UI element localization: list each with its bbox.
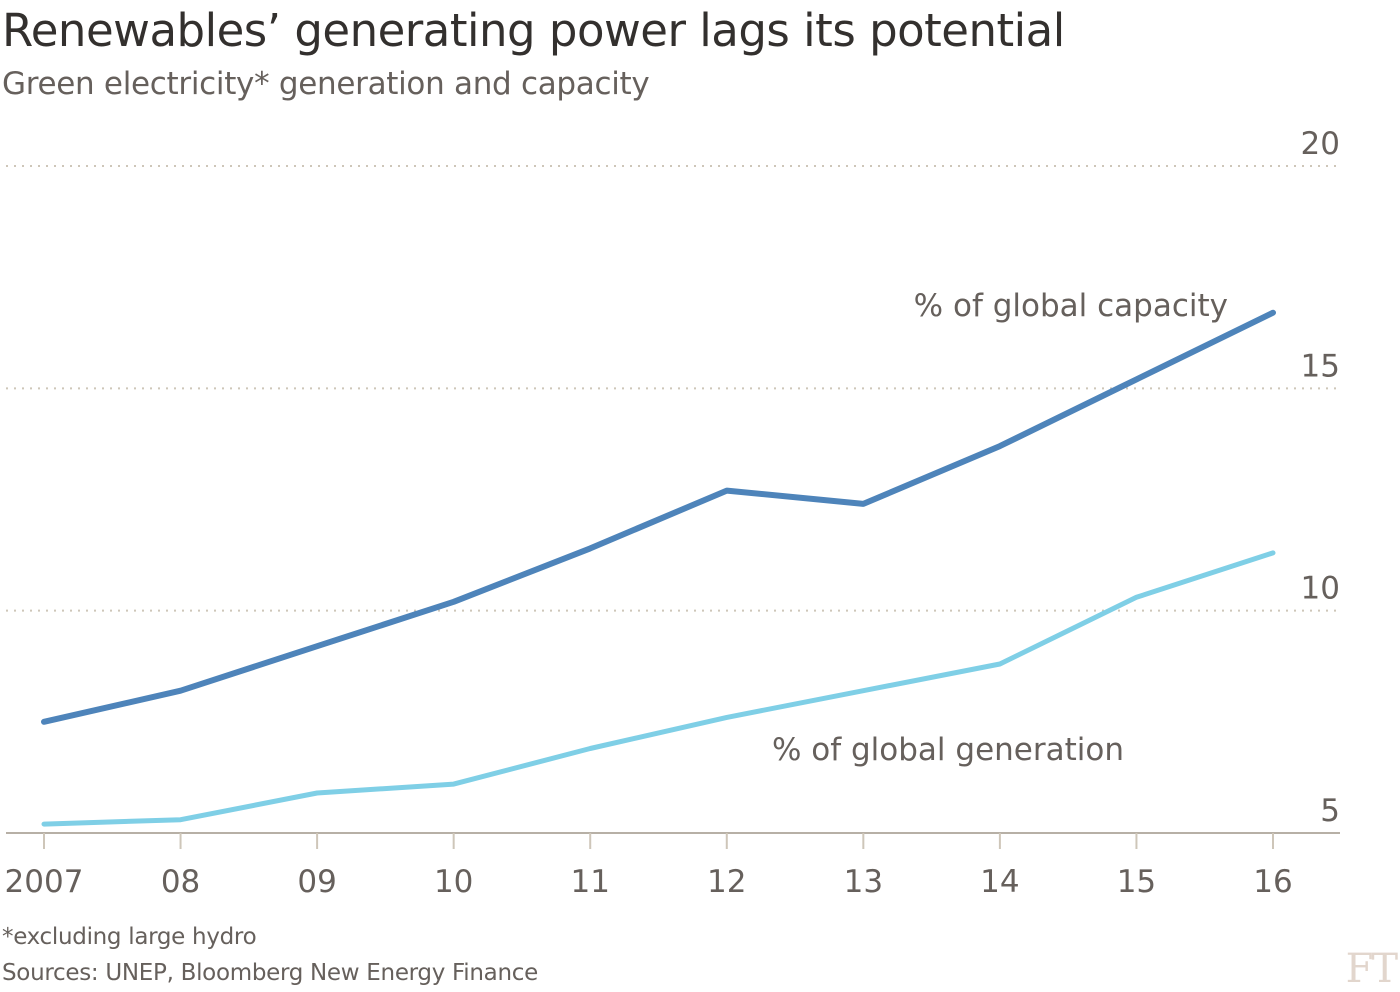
chart-title: Renewables’ generating power lags its po… <box>2 4 1065 57</box>
x-tick-label: 16 <box>1253 864 1292 900</box>
capacity-line <box>41 309 1276 725</box>
x-tick-label: 13 <box>844 864 883 900</box>
y-tick-label: 10 <box>1301 571 1340 607</box>
y-tick-label: 15 <box>1301 348 1340 384</box>
source-note: Sources: UNEP, Bloomberg New Energy Fina… <box>2 960 538 986</box>
x-tick-label: 2007 <box>5 864 84 900</box>
chart-subtitle: Green electricity* generation and capaci… <box>2 66 650 102</box>
x-tick-label: 11 <box>570 864 609 900</box>
generation-line <box>41 550 1276 827</box>
footnote: *excluding large hydro <box>2 924 257 950</box>
x-tick-label: 14 <box>980 864 1019 900</box>
series-label-generation: % of global generation <box>772 732 1124 768</box>
x-tick-label: 08 <box>161 864 200 900</box>
series-label-capacity: % of global capacity <box>914 288 1228 324</box>
x-tick-label: 12 <box>707 864 746 900</box>
x-tick-label: 10 <box>434 864 473 900</box>
y-tick-label: 20 <box>1301 126 1340 162</box>
y-tick-label: 5 <box>1320 793 1340 829</box>
x-tick-label: 09 <box>297 864 336 900</box>
x-tick-label: 15 <box>1117 864 1156 900</box>
ft-logo: FT <box>1345 946 1398 992</box>
